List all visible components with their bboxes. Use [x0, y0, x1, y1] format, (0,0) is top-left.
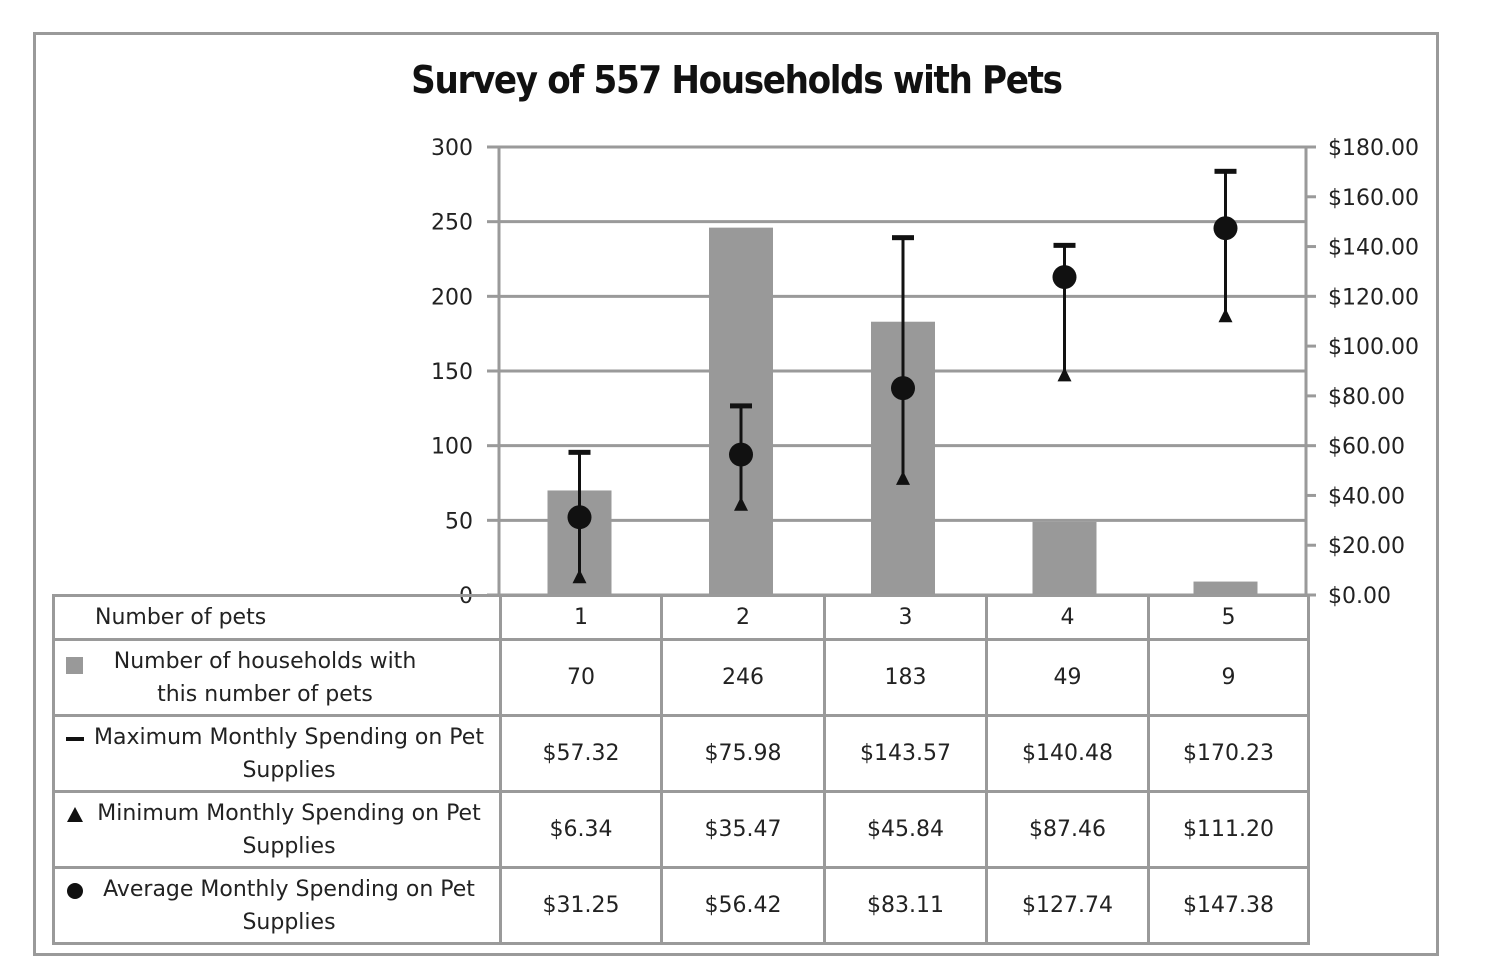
tick-label-right: $160.00: [1328, 186, 1419, 211]
bar: [1032, 521, 1097, 595]
max-marker: [892, 235, 914, 241]
table-row-average: Average Monthly Spending on Pet Supplies…: [52, 866, 1310, 945]
table-row-categories: Number of pets 1 2 3 4 5: [52, 594, 1310, 641]
min-marker: [1057, 367, 1072, 382]
data-label: $87.46: [985, 790, 1150, 869]
data-label: $56.42: [660, 866, 826, 945]
category-label: 3: [823, 594, 988, 641]
tick-label-right: $120.00: [1328, 285, 1419, 310]
avg-marker: [567, 505, 592, 530]
data-label: $140.48: [985, 714, 1150, 793]
category-label: 2: [660, 594, 826, 641]
tick-label-left: 50: [445, 509, 473, 534]
legend-entry-minimum: Minimum Monthly Spending on Pet Supplies: [52, 790, 502, 869]
avg-marker: [729, 442, 753, 467]
tick-label-left: 300: [431, 136, 473, 161]
data-label: $6.34: [499, 790, 663, 869]
tick-label-left: 200: [431, 285, 473, 310]
category-label: 1: [499, 594, 663, 641]
error-bars: [567, 168, 1238, 584]
tick-label-right: $80.00: [1328, 385, 1405, 410]
data-table: Number of pets 1 2 3 4 5 Number of house…: [52, 594, 1310, 945]
data-label: $31.25: [499, 866, 663, 945]
min-marker: [734, 496, 748, 511]
table-row-minimum: Minimum Monthly Spending on Pet Supplies…: [52, 790, 1310, 869]
table-header-label: Number of pets: [52, 594, 502, 641]
tick-label-left: 100: [431, 435, 473, 460]
category-label: 4: [985, 594, 1150, 641]
max-marker: [568, 449, 591, 455]
data-label: $75.98: [660, 714, 826, 793]
data-label: $35.47: [660, 790, 826, 869]
data-label: 70: [499, 638, 663, 717]
data-label: $57.32: [499, 714, 663, 793]
data-label: $143.57: [823, 714, 988, 793]
max-marker: [1214, 168, 1237, 174]
data-label: $111.20: [1147, 790, 1310, 869]
data-label: $127.74: [985, 866, 1150, 945]
min-marker: [572, 569, 587, 584]
legend-entry-households: Number of households with this number of…: [52, 638, 502, 717]
min-marker: [1218, 308, 1233, 323]
data-label: $83.11: [823, 866, 988, 945]
axes: [497, 145, 1308, 595]
tick-label-right: $0.00: [1328, 584, 1391, 609]
tick-label-right: $100.00: [1328, 335, 1419, 360]
tick-label-left: 150: [431, 360, 473, 385]
table-row-maximum: Maximum Monthly Spending on Pet Supplies…: [52, 714, 1310, 793]
tick-label-left: 250: [431, 211, 473, 236]
max-marker: [730, 403, 752, 409]
legend-square-icon: [66, 657, 83, 674]
tick-label-right: $140.00: [1328, 236, 1419, 261]
legend-circle-icon: [67, 883, 83, 899]
category-label: 5: [1147, 594, 1310, 641]
data-label: 246: [660, 638, 826, 717]
data-label: 49: [985, 638, 1150, 717]
bar: [1193, 581, 1258, 595]
tick-label-right: $60.00: [1328, 435, 1405, 460]
data-label: $147.38: [1147, 866, 1310, 945]
max-marker: [1053, 242, 1076, 248]
tick-label-right: $180.00: [1328, 136, 1419, 161]
tick-labels: 300250200150100500$180.00$160.00$140.00$…: [431, 136, 1419, 609]
avg-marker: [891, 376, 915, 401]
legend-dash-icon: [66, 737, 84, 741]
legend-entry-maximum: Maximum Monthly Spending on Pet Supplies: [52, 714, 502, 793]
data-label: $170.23: [1147, 714, 1310, 793]
chart-title: Survey of 557 Households with Pets: [411, 58, 1063, 102]
table-row-households: Number of households with this number of…: [52, 638, 1310, 717]
legend-entry-average: Average Monthly Spending on Pet Supplies: [52, 866, 502, 945]
tick-label-right: $20.00: [1328, 534, 1405, 559]
data-label: 183: [823, 638, 988, 717]
legend-triangle-icon: [67, 807, 83, 822]
tick-label-right: $40.00: [1328, 484, 1405, 509]
min-marker: [896, 470, 910, 485]
data-label: 9: [1147, 638, 1310, 717]
avg-marker: [1052, 265, 1077, 290]
avg-marker: [1213, 216, 1238, 241]
data-label: $45.84: [823, 790, 988, 869]
